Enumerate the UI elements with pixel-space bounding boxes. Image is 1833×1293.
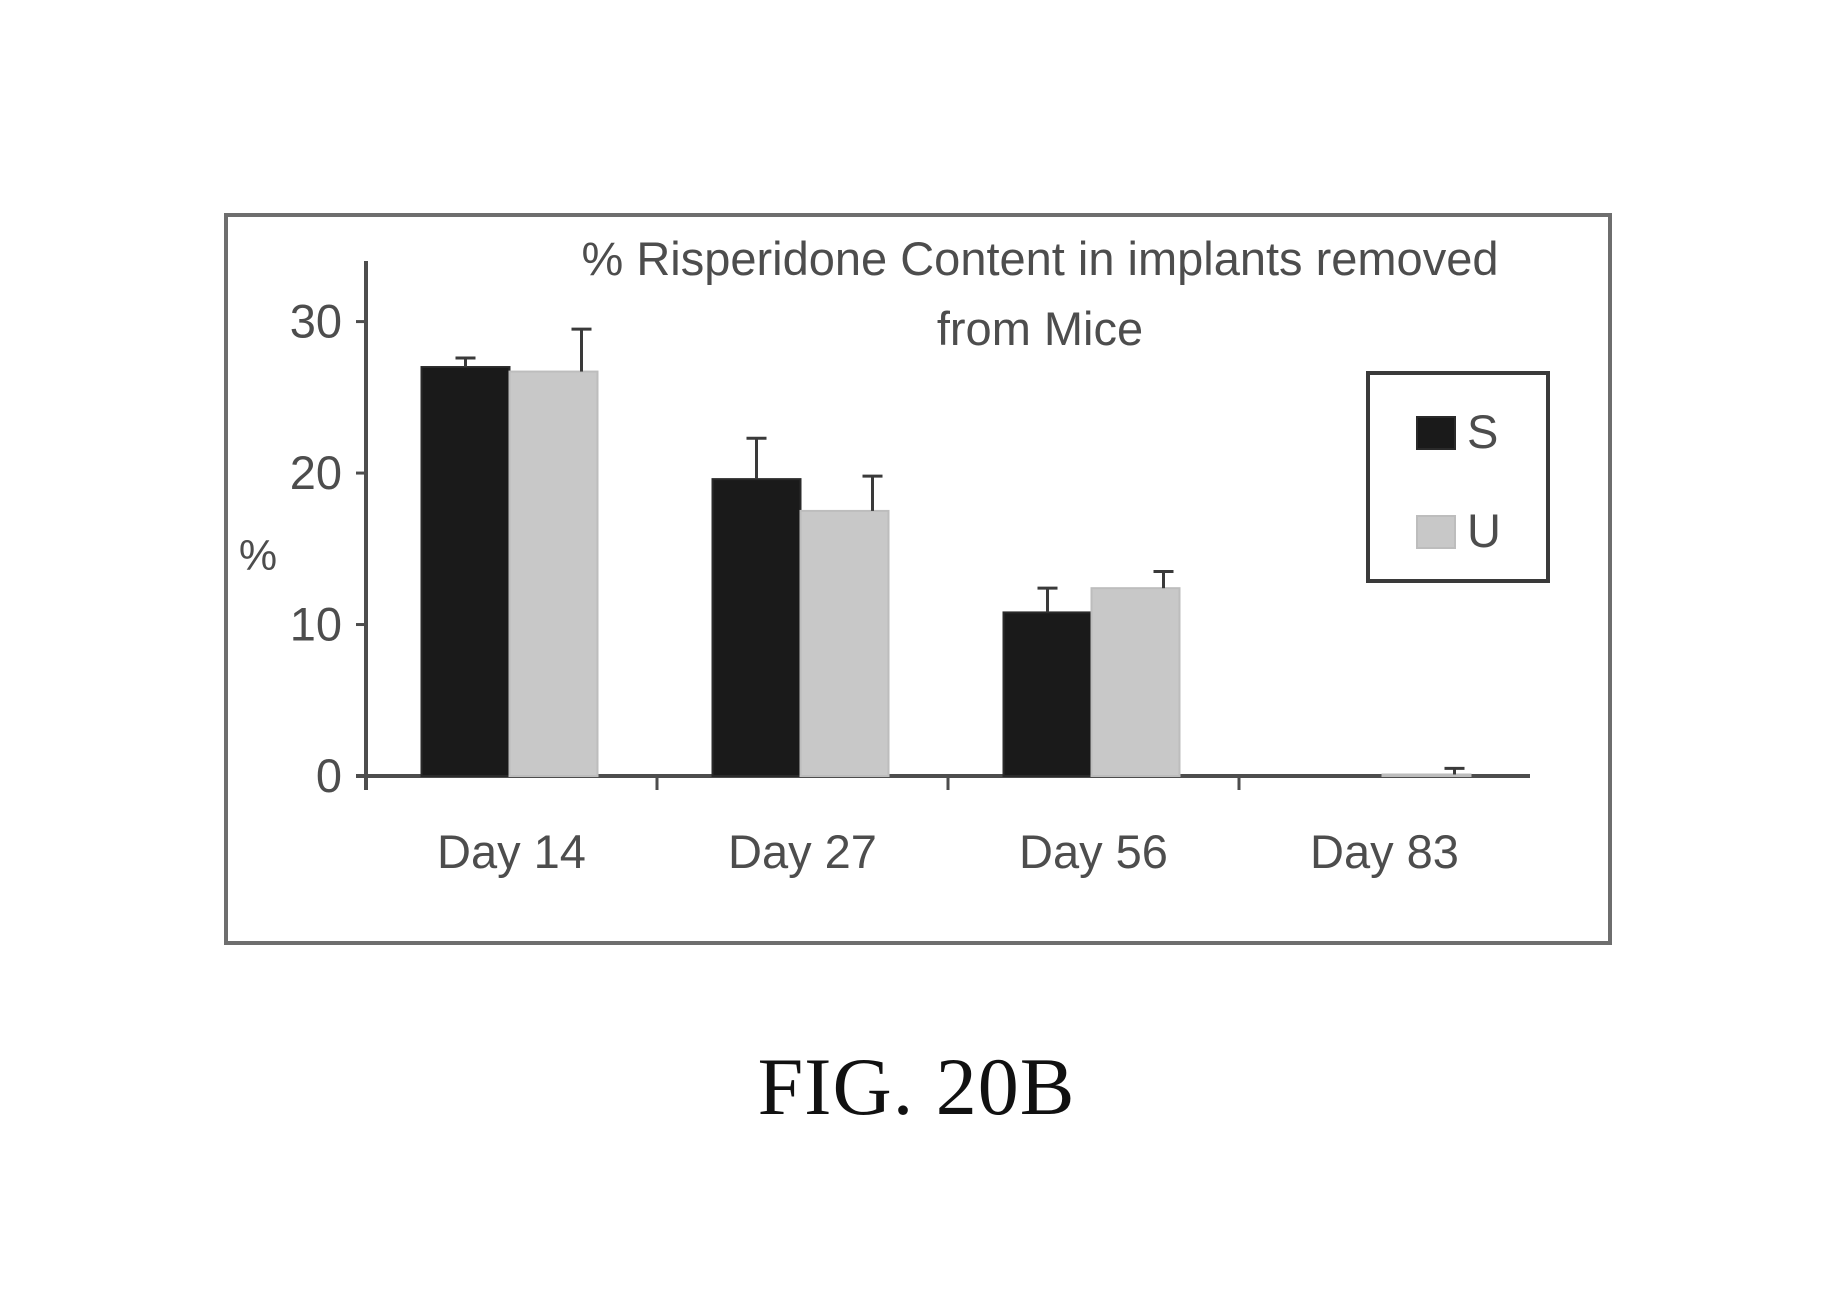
x-tick-label: Day 56 [1019, 825, 1168, 878]
y-tick-label: 10 [290, 598, 342, 651]
figure-page: % Risperidone Content in implants remove… [0, 0, 1833, 1293]
legend-box [1368, 373, 1548, 581]
x-tick-label: Day 14 [437, 825, 586, 878]
y-tick-label: 20 [290, 446, 342, 499]
figure-caption: FIG. 20B [0, 1040, 1833, 1134]
legend: SU [1368, 373, 1548, 581]
legend-label-s: S [1467, 405, 1498, 458]
y-axis-label: % [239, 532, 277, 580]
legend-swatch-s [1417, 417, 1455, 449]
x-tick-label: Day 83 [1310, 825, 1459, 878]
bar-u [1092, 588, 1180, 776]
bar-s [1004, 612, 1092, 776]
y-tick-label: 0 [316, 749, 342, 802]
legend-label-u: U [1467, 504, 1501, 557]
bar-s [713, 479, 801, 776]
bar-u [801, 511, 889, 776]
x-tick-label: Day 27 [728, 825, 877, 878]
bar-s [422, 367, 510, 776]
legend-swatch-u [1417, 516, 1455, 548]
chart-title-line-2: from Mice [937, 302, 1143, 355]
bar-u [1383, 774, 1471, 776]
chart-title-line-1: % Risperidone Content in implants remove… [582, 232, 1499, 285]
bar-u [510, 372, 598, 776]
y-tick-label: 30 [290, 295, 342, 348]
